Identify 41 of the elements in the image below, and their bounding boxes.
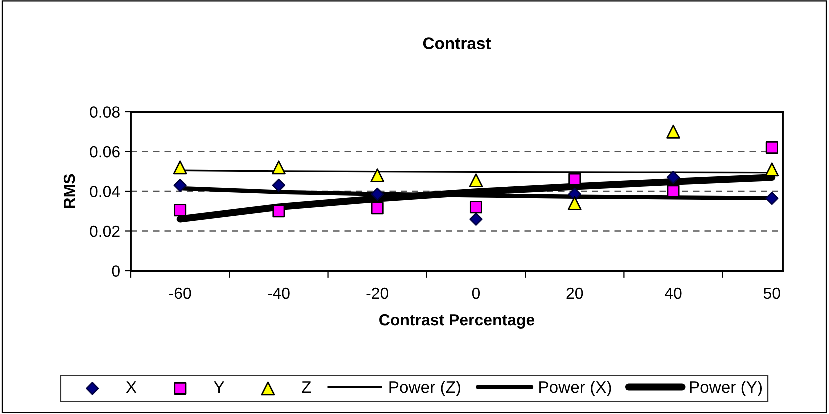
- point: [470, 212, 483, 226]
- y-tick-label: 0.04: [90, 186, 120, 198]
- point: [766, 192, 779, 206]
- y-tick-label: 0.02: [90, 226, 120, 238]
- x-tick-label: -40: [268, 288, 290, 300]
- point: [568, 196, 582, 210]
- point: [568, 173, 582, 186]
- legend-label: Power (Z): [390, 380, 460, 397]
- point: [272, 205, 286, 218]
- x-tick-label: 50: [764, 288, 780, 300]
- legend-label: Z: [302, 382, 312, 394]
- x-tick-label: -60: [169, 288, 192, 300]
- x-tick-label: 40: [664, 288, 682, 300]
- y-tick-label: 0.08: [90, 106, 120, 118]
- point: [174, 204, 187, 217]
- point: [469, 174, 484, 188]
- legend-label: Power (X): [540, 380, 612, 397]
- point: [666, 171, 680, 184]
- y-tick-label: 0.06: [90, 146, 120, 158]
- point: [370, 168, 385, 183]
- y-axis-title: RMS: [64, 174, 76, 208]
- point: [470, 201, 482, 214]
- point: [272, 178, 286, 192]
- point: [174, 178, 187, 192]
- x-tick-label: -20: [366, 288, 389, 300]
- chart-title: Contrast: [423, 38, 492, 50]
- point: [765, 162, 780, 177]
- legend-label: Power (Y): [690, 380, 762, 397]
- legend-label: X: [126, 382, 137, 394]
- legend-label: Y: [214, 382, 224, 394]
- y-tick-label: 0: [112, 266, 120, 277]
- point: [173, 160, 188, 175]
- point: [371, 202, 384, 215]
- point: [766, 142, 778, 154]
- point: [272, 160, 286, 175]
- x-tick-label: 20: [566, 288, 584, 300]
- point: [371, 188, 384, 202]
- x-axis-title: Contrast Percentage: [380, 314, 535, 329]
- point: [666, 124, 680, 139]
- x-tick-label: 0: [472, 288, 480, 300]
- point: [667, 185, 680, 198]
